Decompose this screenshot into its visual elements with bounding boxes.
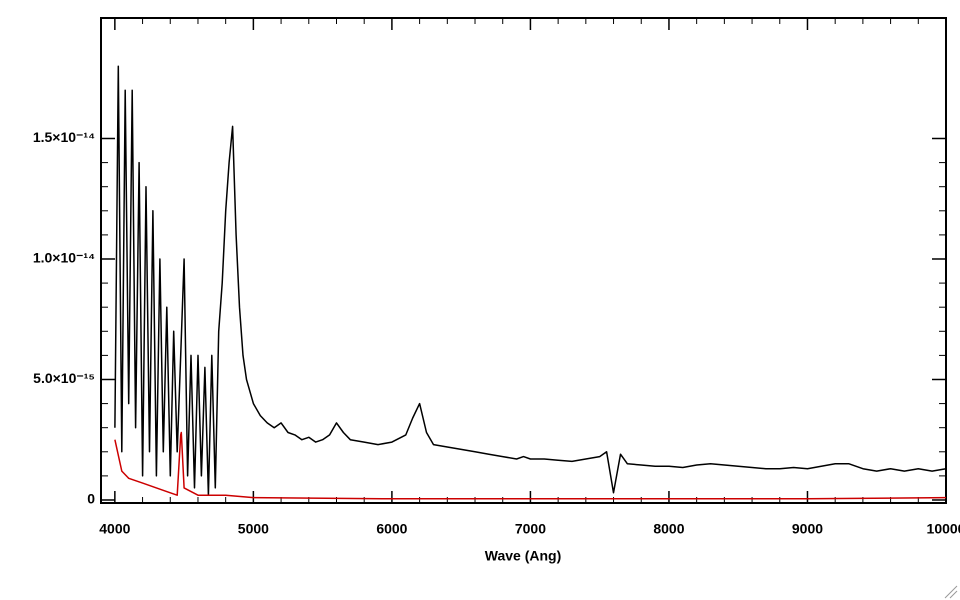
resize-grip bbox=[944, 585, 958, 599]
x-tick-label: 7000 bbox=[515, 521, 546, 537]
x-tick-label: 5000 bbox=[238, 521, 269, 537]
y-tick-label: 5.0×10⁻¹⁵ bbox=[33, 370, 95, 386]
x-tick-label: 9000 bbox=[792, 521, 823, 537]
y-tick-label: 1.0×10⁻¹⁴ bbox=[33, 250, 95, 266]
spectrum-line bbox=[114, 65, 947, 496]
plot-frame bbox=[100, 17, 947, 504]
x-tick-label: 6000 bbox=[376, 521, 407, 537]
x-tick-label: 4000 bbox=[99, 521, 130, 537]
spectrum-line bbox=[114, 431, 947, 500]
y-tick-label: 1.5×10⁻¹⁴ bbox=[33, 129, 95, 145]
x-tick-label: 8000 bbox=[653, 521, 684, 537]
x-axis-label: Wave (Ang) bbox=[485, 548, 561, 564]
y-tick-label: 0 bbox=[87, 491, 95, 507]
